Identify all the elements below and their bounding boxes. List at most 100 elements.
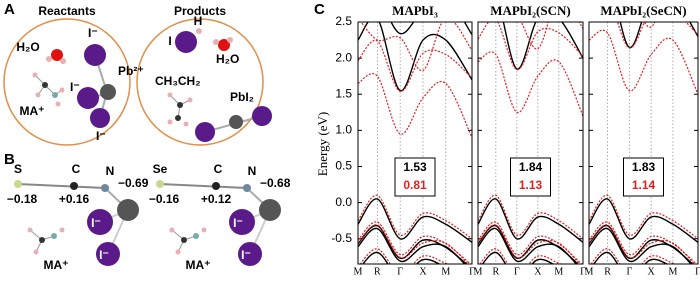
panel-title: MAPbI₂(SCN) bbox=[490, 3, 570, 18]
atom-label: I⁻ bbox=[99, 248, 109, 262]
products-title: Products bbox=[174, 4, 226, 18]
x-tick-label: M bbox=[354, 266, 363, 277]
atom-label: MA⁺ bbox=[20, 104, 45, 118]
x-tick-label: X bbox=[648, 266, 656, 277]
band bbox=[478, 22, 583, 71]
band bbox=[478, 194, 583, 240]
atom-label: C bbox=[72, 162, 81, 176]
x-tick-label: Γ bbox=[626, 266, 632, 277]
x-tick-label: Γ bbox=[580, 266, 586, 277]
atom-label: I⁻ bbox=[70, 80, 80, 94]
x-tick-label: R bbox=[604, 266, 611, 277]
band bbox=[589, 198, 698, 243]
atom-label: N bbox=[248, 164, 257, 178]
atom-label: H bbox=[194, 14, 203, 28]
atom-label: C bbox=[214, 162, 223, 176]
y-axis-label: Energy (eV) bbox=[315, 112, 330, 176]
bands bbox=[358, 22, 472, 264]
band bbox=[360, 22, 472, 72]
product-circle bbox=[136, 18, 264, 146]
x-tick-label: X bbox=[534, 266, 542, 277]
atom-label: N bbox=[106, 164, 115, 178]
band bbox=[502, 22, 583, 70]
band bbox=[592, 251, 669, 264]
atom-label: S bbox=[14, 162, 22, 176]
band bbox=[359, 248, 450, 264]
band bbox=[358, 72, 472, 138]
band bbox=[358, 198, 472, 243]
panel-label: C bbox=[314, 1, 325, 18]
x-tick-label: Γ bbox=[514, 266, 520, 277]
atom-label: Se bbox=[153, 162, 168, 176]
y-tick-label: 2.0 bbox=[335, 50, 352, 64]
atom-label: CH₃CH₂ bbox=[155, 74, 201, 88]
product-atoms bbox=[167, 28, 272, 142]
atom-label: I⁻ bbox=[91, 216, 101, 230]
bands bbox=[478, 22, 583, 264]
gap-value: 1.83 bbox=[632, 160, 656, 174]
y-tick-label: 1.5 bbox=[335, 86, 352, 100]
band bbox=[481, 251, 555, 264]
gap-value: 1.84 bbox=[519, 160, 543, 174]
gap-box bbox=[623, 157, 664, 197]
atom-label: I⁻ bbox=[88, 26, 98, 40]
gap-value: 1.53 bbox=[403, 160, 427, 174]
atom-label: I⁻ bbox=[96, 129, 106, 143]
band bbox=[589, 194, 698, 240]
x-tick-label: M bbox=[441, 266, 450, 277]
gap-box bbox=[394, 157, 436, 197]
plot-frame bbox=[477, 21, 584, 265]
charge: −0.18 bbox=[7, 192, 38, 206]
band bbox=[362, 251, 441, 264]
band bbox=[478, 198, 583, 243]
band bbox=[589, 29, 698, 95]
band bbox=[478, 224, 581, 264]
x-tick-label: Γ bbox=[469, 266, 475, 277]
atom-label: PbI₂ bbox=[230, 90, 254, 104]
charge: +0.12 bbox=[201, 192, 232, 206]
band bbox=[390, 22, 472, 36]
y-tick-label: 1.0 bbox=[335, 123, 352, 137]
reactant-atoms bbox=[32, 44, 116, 128]
charge: −0.68 bbox=[260, 176, 291, 190]
atom-label: MA⁺ bbox=[44, 258, 69, 272]
atom-label: Pb²⁺ bbox=[118, 64, 144, 78]
charge: −0.69 bbox=[118, 176, 149, 190]
reactants-title: Reactants bbox=[38, 4, 96, 18]
atom-label: H₂O bbox=[16, 40, 39, 54]
x-tick-label: Γ bbox=[397, 266, 403, 277]
y-tick-label: -0.5 bbox=[331, 231, 352, 245]
band bbox=[478, 51, 583, 117]
panel-label: B bbox=[4, 151, 15, 168]
band bbox=[478, 227, 578, 264]
panel-title: MAPbI₃ bbox=[392, 3, 438, 18]
x-tick-label: M bbox=[585, 266, 594, 277]
band bbox=[358, 227, 466, 264]
band bbox=[589, 224, 694, 264]
band bbox=[590, 248, 677, 264]
atom-label: H₂O bbox=[216, 52, 239, 66]
scn-structure bbox=[14, 180, 139, 266]
x-tick-label: R bbox=[493, 266, 500, 277]
band bbox=[358, 39, 472, 92]
band bbox=[619, 22, 698, 48]
atom-label: I⁻ bbox=[233, 216, 243, 230]
x-tick-label: M bbox=[668, 266, 677, 277]
band bbox=[358, 224, 469, 264]
x-tick-label: M bbox=[474, 266, 483, 277]
bands bbox=[589, 22, 698, 264]
plot-frame bbox=[588, 21, 699, 265]
charge: −0.16 bbox=[149, 192, 180, 206]
reactant-circle bbox=[3, 18, 131, 146]
y-tick-label: 2.5 bbox=[335, 14, 352, 28]
x-tick-label: M bbox=[554, 266, 563, 277]
gap-value: 1.13 bbox=[519, 178, 543, 192]
gap-box bbox=[510, 157, 551, 197]
band bbox=[589, 224, 695, 264]
gap-value: 0.81 bbox=[403, 178, 427, 192]
plot-frame bbox=[357, 21, 473, 265]
band bbox=[358, 22, 472, 92]
atom-label: MA⁺ bbox=[186, 258, 211, 272]
